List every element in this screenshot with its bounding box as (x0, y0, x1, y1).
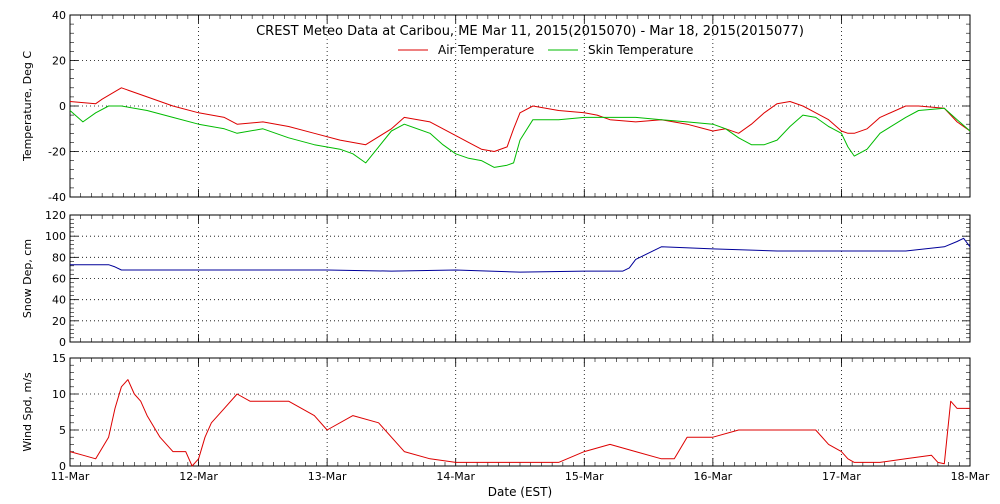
y-tick-label: 120 (45, 209, 66, 222)
legend-label-skin-temperature: Skin Temperature (588, 43, 693, 57)
y-axis-label: Temperature, Deg C (21, 51, 34, 162)
y-tick-label: 40 (52, 9, 66, 22)
legend-label-air-temperature: Air Temperature (438, 43, 534, 57)
x-tick-label: 18-Mar (951, 470, 990, 483)
series-line-panel-3 (69, 379, 970, 467)
chart-title: CREST Meteo Data at Caribou, ME Mar 11, … (256, 24, 804, 39)
x-tick-label: 13-Mar (308, 470, 347, 483)
x-tick-label: 17-Mar (822, 470, 861, 483)
x-tick-label: 16-Mar (693, 470, 732, 483)
panel-frame (69, 14, 971, 198)
x-tick-label: 11-Mar (51, 470, 90, 483)
y-tick-label: 60 (52, 273, 66, 286)
legend: Air Temperature Skin Temperature (398, 43, 693, 57)
x-tick-label: 14-Mar (436, 470, 475, 483)
y-tick-label: 0 (59, 460, 66, 473)
y-tick-label: 10 (52, 388, 66, 401)
y-tick-label: 20 (52, 315, 66, 328)
series-line-skin-temperature (69, 105, 971, 168)
x-axis-label: Date (EST) (488, 485, 552, 499)
y-tick-label: 15 (52, 352, 66, 365)
y-tick-label: 80 (52, 251, 66, 264)
y-axis-label: Snow Dep, cm (21, 239, 34, 318)
y-tick-label: -40 (48, 191, 66, 204)
y-tick-label: 0 (59, 336, 66, 349)
y-tick-label: 40 (52, 294, 66, 307)
y-tick-label: 5 (59, 424, 66, 437)
series-line-air-temperature (69, 87, 971, 152)
panel-frame (69, 357, 971, 467)
y-axis-label: Wind Spd, m/s (21, 372, 34, 452)
y-tick-label: 20 (52, 55, 66, 68)
panel-frame (69, 214, 971, 343)
y-tick-label: -20 (48, 146, 66, 159)
y-tick-label: 0 (59, 100, 66, 113)
x-tick-label: 15-Mar (565, 470, 604, 483)
plot-layer: -40 -20 0 20 40 Temperature, Deg C 0 20 40 60 80 10… (21, 9, 990, 483)
y-tick-label: 100 (45, 230, 66, 243)
series-line-panel-2 (70, 237, 971, 273)
x-tick-label: 12-Mar (179, 470, 218, 483)
